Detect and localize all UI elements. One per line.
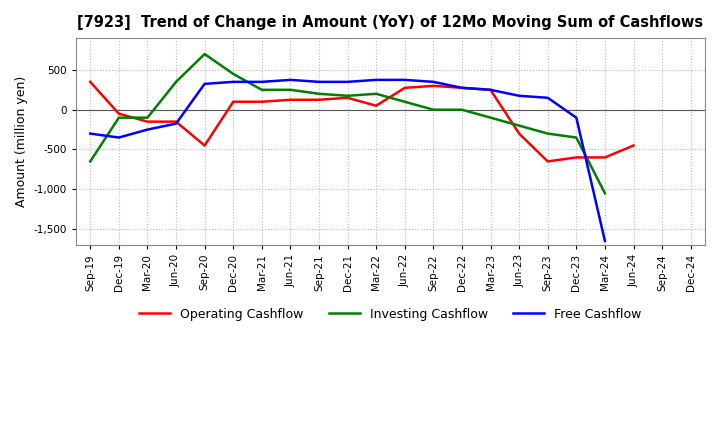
Operating Cashflow — [343, 95, 352, 100]
Legend: Operating Cashflow, Investing Cashflow, Free Cashflow: Operating Cashflow, Investing Cashflow, … — [134, 303, 647, 326]
Free Cashflow — [258, 79, 266, 84]
Operating Cashflow — [372, 103, 380, 108]
Operating Cashflow — [86, 79, 94, 84]
Free Cashflow — [200, 81, 209, 87]
Investing Cashflow — [486, 115, 495, 120]
Free Cashflow — [229, 79, 238, 84]
Investing Cashflow — [200, 51, 209, 57]
Investing Cashflow — [458, 107, 467, 112]
Operating Cashflow — [315, 97, 323, 103]
Investing Cashflow — [258, 87, 266, 92]
Free Cashflow — [400, 77, 409, 83]
Investing Cashflow — [343, 93, 352, 99]
Free Cashflow — [171, 121, 180, 126]
Operating Cashflow — [258, 99, 266, 104]
Operating Cashflow — [629, 143, 638, 148]
Free Cashflow — [600, 238, 609, 244]
Operating Cashflow — [143, 119, 152, 124]
Operating Cashflow — [229, 99, 238, 104]
Free Cashflow — [372, 77, 380, 83]
Investing Cashflow — [171, 79, 180, 84]
Investing Cashflow — [372, 91, 380, 96]
Operating Cashflow — [200, 143, 209, 148]
Investing Cashflow — [114, 115, 123, 120]
Free Cashflow — [458, 85, 467, 91]
Y-axis label: Amount (million yen): Amount (million yen) — [15, 76, 28, 207]
Operating Cashflow — [515, 131, 523, 136]
Investing Cashflow — [544, 131, 552, 136]
Line: Operating Cashflow: Operating Cashflow — [90, 82, 634, 161]
Operating Cashflow — [114, 111, 123, 116]
Investing Cashflow — [143, 115, 152, 120]
Operating Cashflow — [544, 159, 552, 164]
Free Cashflow — [143, 127, 152, 132]
Free Cashflow — [544, 95, 552, 100]
Investing Cashflow — [86, 159, 94, 164]
Free Cashflow — [429, 79, 438, 84]
Free Cashflow — [286, 77, 294, 83]
Operating Cashflow — [429, 83, 438, 88]
Investing Cashflow — [400, 99, 409, 104]
Operating Cashflow — [572, 155, 580, 160]
Operating Cashflow — [600, 155, 609, 160]
Investing Cashflow — [429, 107, 438, 112]
Operating Cashflow — [286, 97, 294, 103]
Investing Cashflow — [600, 191, 609, 196]
Operating Cashflow — [400, 85, 409, 91]
Title: [7923]  Trend of Change in Amount (YoY) of 12Mo Moving Sum of Cashflows: [7923] Trend of Change in Amount (YoY) o… — [78, 15, 703, 30]
Free Cashflow — [315, 79, 323, 84]
Line: Investing Cashflow: Investing Cashflow — [90, 54, 605, 193]
Investing Cashflow — [572, 135, 580, 140]
Free Cashflow — [486, 87, 495, 92]
Free Cashflow — [343, 79, 352, 84]
Free Cashflow — [515, 93, 523, 99]
Free Cashflow — [572, 115, 580, 120]
Investing Cashflow — [315, 91, 323, 96]
Free Cashflow — [86, 131, 94, 136]
Investing Cashflow — [229, 71, 238, 77]
Investing Cashflow — [515, 123, 523, 128]
Free Cashflow — [114, 135, 123, 140]
Operating Cashflow — [486, 87, 495, 92]
Operating Cashflow — [458, 85, 467, 91]
Line: Free Cashflow: Free Cashflow — [90, 80, 605, 241]
Operating Cashflow — [171, 119, 180, 124]
Investing Cashflow — [286, 87, 294, 92]
